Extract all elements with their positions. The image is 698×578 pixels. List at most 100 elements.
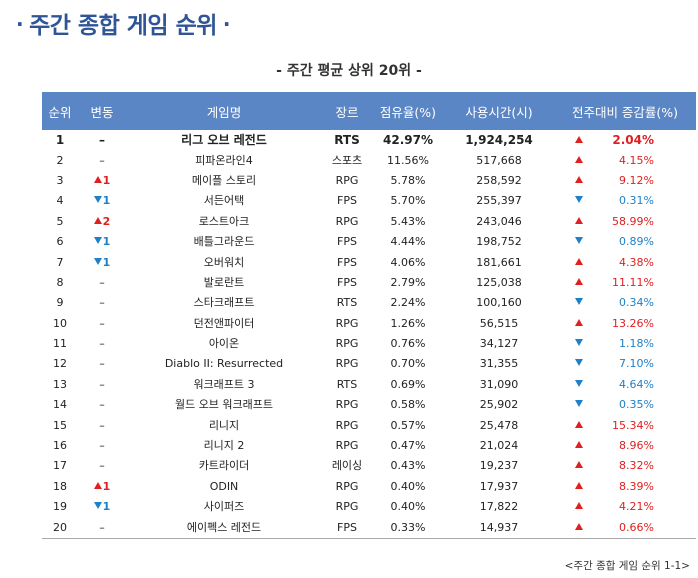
rank-change: – bbox=[99, 130, 105, 150]
rank-cell: 5 bbox=[56, 214, 64, 228]
rank-cell: 4 bbox=[56, 194, 64, 208]
hours-cell: 14,937 bbox=[444, 517, 554, 539]
rank-cell: 14 bbox=[53, 398, 67, 412]
share-cell: 0.40% bbox=[390, 479, 426, 493]
hours-cell: 19,237 bbox=[479, 459, 519, 473]
change-cell: – bbox=[78, 130, 126, 150]
share-cell: 5.78% bbox=[390, 173, 426, 187]
share-cell: 5.70% bbox=[390, 194, 426, 208]
rate-cell: 8.32% bbox=[554, 456, 696, 476]
change-cell: – bbox=[78, 436, 126, 456]
rank-cell: 19 bbox=[53, 500, 67, 514]
rate-value: 4.15% bbox=[619, 153, 654, 167]
triangle-up-icon bbox=[93, 216, 102, 224]
table-row: 10 – 던전앤파이터 RPG 1.26% 56,515 13.26% bbox=[42, 314, 696, 334]
table-row: 20 – 에이펙스 레전드 FPS 0.33% 14,937 0.66% bbox=[42, 517, 696, 539]
triangle-down-icon bbox=[575, 298, 583, 306]
game-name-cell: Diablo II: Resurrected bbox=[164, 357, 284, 371]
change-cell: 1 bbox=[78, 497, 126, 517]
rank-change: – bbox=[99, 395, 105, 415]
rate-cell: 4.21% bbox=[554, 497, 696, 517]
game-name-cell: 리니지 2 bbox=[203, 439, 245, 453]
trend-indicator bbox=[554, 151, 604, 171]
rank-cell: 18 bbox=[53, 479, 67, 493]
change-cell: – bbox=[78, 456, 126, 476]
trend-indicator bbox=[554, 456, 604, 476]
change-cell: – bbox=[78, 395, 126, 415]
subtitle: - 주간 평균 상위 20위 - bbox=[276, 63, 422, 79]
game-name-cell: 카트라이더 bbox=[198, 459, 250, 473]
genre-cell: RPG bbox=[335, 214, 359, 228]
triangle-down-icon bbox=[575, 196, 583, 204]
rank-change-value: 1 bbox=[102, 173, 111, 187]
triangle-down-icon bbox=[93, 196, 102, 204]
rank-change: – bbox=[99, 416, 105, 436]
rate-value: 4.38% bbox=[619, 255, 654, 269]
rank-change-value: – bbox=[99, 520, 105, 534]
rank-cell: 8 bbox=[56, 275, 64, 289]
rate-value: 9.12% bbox=[619, 173, 654, 187]
rank-cell: 9 bbox=[56, 296, 64, 310]
triangle-down-icon bbox=[575, 359, 583, 367]
change-cell: – bbox=[78, 293, 126, 313]
game-name-cell: 로스트아크 bbox=[198, 214, 250, 228]
genre-cell: RPG bbox=[335, 357, 359, 371]
rank-change-value: – bbox=[99, 337, 105, 351]
rank-change-value: – bbox=[99, 377, 105, 391]
rate-cell: 11.11% bbox=[554, 273, 696, 293]
rank-change-value: – bbox=[99, 316, 105, 330]
triangle-up-icon bbox=[575, 441, 583, 449]
rank-change-value: – bbox=[99, 439, 105, 453]
triangle-up-icon bbox=[575, 175, 583, 183]
table-row: 12 – Diablo II: Resurrected RPG 0.70% 31,355 7… bbox=[42, 354, 696, 374]
game-name-cell: 사이퍼즈 bbox=[203, 500, 245, 514]
game-name-cell: ODIN bbox=[209, 479, 239, 493]
title-dot-right: · bbox=[222, 12, 231, 36]
rank-change-value: 1 bbox=[102, 235, 111, 249]
change-cell: – bbox=[78, 273, 126, 293]
rank-change-value: 2 bbox=[102, 214, 111, 228]
rate-cell: 2.04% bbox=[554, 130, 696, 150]
table-row: 4 1 서든어택 FPS 5.70% 255,397 0.31% bbox=[42, 191, 696, 211]
rate-cell: 0.66% bbox=[554, 517, 696, 539]
trend-indicator bbox=[554, 273, 604, 293]
genre-cell: FPS bbox=[337, 275, 357, 289]
hours-cell: 34,127 bbox=[479, 337, 519, 351]
rate-cell: 4.64% bbox=[554, 375, 696, 395]
change-cell: 1 bbox=[78, 191, 126, 211]
rank-change: – bbox=[99, 375, 105, 395]
rate-value: 2.04% bbox=[612, 133, 654, 148]
share-cell: 0.33% bbox=[372, 517, 444, 539]
share-cell: 2.79% bbox=[390, 275, 426, 289]
genre-cell: RPG bbox=[335, 500, 359, 514]
triangle-down-icon bbox=[575, 237, 583, 245]
genre-cell: 레이싱 bbox=[331, 459, 363, 473]
triangle-up-icon bbox=[575, 216, 583, 224]
hours-cell: 517,668 bbox=[476, 153, 522, 167]
triangle-up-icon bbox=[93, 175, 102, 183]
table-row: 1 – 리그 오브 레전드 RTS 42.97% 1,924,254 2.04% bbox=[42, 130, 696, 150]
rank-cell: 13 bbox=[53, 377, 67, 391]
rank-cell: 20 bbox=[42, 517, 78, 539]
triangle-up-icon bbox=[93, 481, 102, 489]
share-cell: 5.43% bbox=[390, 214, 426, 228]
triangle-down-icon bbox=[93, 237, 102, 245]
change-cell: – bbox=[78, 334, 126, 354]
rank-change: 1 bbox=[93, 253, 110, 273]
trend-indicator bbox=[554, 416, 604, 436]
rate-value: 0.89% bbox=[619, 235, 654, 249]
title-dot-left: · bbox=[16, 12, 24, 36]
rank-change-value: 1 bbox=[102, 194, 111, 208]
rate-value: 7.10% bbox=[619, 357, 654, 371]
rate-cell: 4.38% bbox=[554, 252, 696, 272]
genre-cell: RPG bbox=[335, 479, 359, 493]
rank-change: 1 bbox=[93, 232, 111, 252]
game-name-cell: 리그 오브 레전드 bbox=[181, 133, 267, 148]
rate-cell: 7.10% bbox=[554, 354, 696, 374]
hours-cell: 255,397 bbox=[476, 194, 522, 208]
genre-cell: RPG bbox=[335, 398, 359, 412]
page-title: · 주간 종합 게임 순위 · bbox=[10, 6, 236, 40]
rank-change: 2 bbox=[93, 212, 111, 232]
rank-cell: 17 bbox=[53, 459, 67, 473]
change-cell: – bbox=[78, 375, 126, 395]
